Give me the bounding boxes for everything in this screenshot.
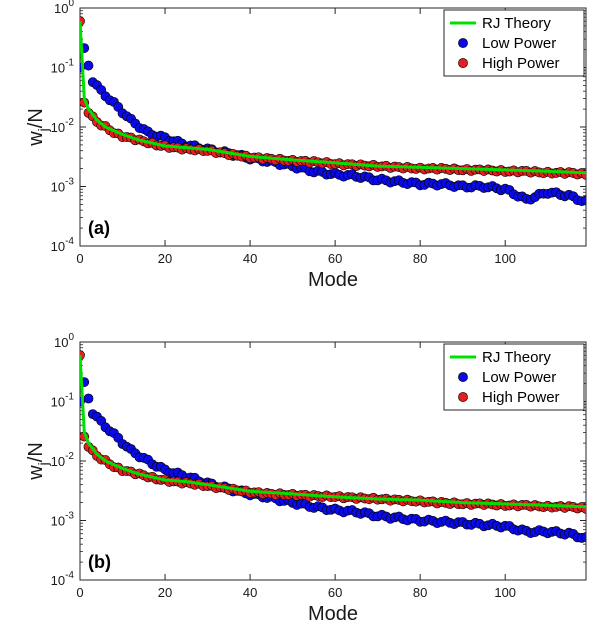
rj-theory-line: [80, 355, 586, 509]
y-axis-label-tail: /N: [25, 108, 47, 128]
y-tick-base: 10: [51, 61, 65, 76]
y-tick-base: 10: [51, 454, 65, 469]
low-power-point: [581, 532, 586, 542]
x-tick-label: 80: [413, 585, 427, 600]
x-tick-label: 40: [243, 251, 257, 266]
y-tick-label: 10-1: [51, 392, 75, 410]
x-tick-label: 100: [494, 585, 516, 600]
y-tick-exponent: -2: [65, 117, 74, 128]
plot-content: [80, 16, 586, 206]
rj-theory-line: [80, 21, 586, 175]
panel-label: (b): [88, 552, 111, 572]
y-tick-label: 10-4: [51, 570, 75, 588]
low-power-point: [581, 195, 586, 206]
y-tick-label: 100: [54, 332, 74, 350]
low-power-point: [83, 60, 94, 71]
y-axis-label: wj/N: [25, 442, 51, 481]
panel-label: (a): [88, 218, 110, 238]
x-tick-label: 0: [76, 585, 83, 600]
y-tick-label: 100: [54, 0, 74, 16]
y-tick-base: 10: [51, 395, 65, 410]
x-axis-label: Mode: [308, 269, 358, 291]
y-axis-label-sub: j: [35, 462, 51, 466]
legend: RJ Theory Low Power High Power: [443, 343, 585, 411]
y-tick-base: 10: [51, 573, 65, 588]
y-axis-label: wj/N: [25, 108, 51, 147]
x-tick-label: 60: [328, 251, 342, 266]
y-tick-label: 10-3: [51, 511, 75, 529]
x-tick-label: 20: [158, 585, 172, 600]
y-tick-exponent: -4: [65, 570, 74, 581]
legend-label: Low Power: [482, 369, 556, 386]
y-tick-label: 10-2: [51, 451, 75, 469]
y-tick-exponent: -4: [65, 236, 74, 247]
x-tick-label: 40: [243, 585, 257, 600]
y-tick-exponent: -3: [65, 177, 74, 188]
y-axis-label-main: w: [25, 465, 47, 481]
legend-label: High Power: [482, 389, 560, 406]
y-tick-label: 10-2: [51, 117, 75, 135]
y-tick-base: 10: [51, 514, 65, 529]
y-tick-label: 10-3: [51, 177, 75, 195]
y-tick-base: 10: [54, 1, 68, 16]
low-power-point: [83, 393, 94, 404]
y-tick-exponent: -3: [65, 511, 74, 522]
legend-label: RJ Theory: [482, 349, 551, 366]
y-tick-exponent: -1: [65, 392, 74, 403]
legend-swatch-marker: [458, 58, 468, 68]
y-tick-base: 10: [51, 120, 65, 135]
legend-swatch-marker: [458, 38, 468, 48]
y-axis-label-sub: j: [35, 128, 51, 132]
y-tick-base: 10: [54, 335, 68, 350]
y-tick-exponent: 0: [68, 0, 74, 9]
x-tick-label: 20: [158, 251, 172, 266]
y-tick-exponent: -2: [65, 451, 74, 462]
legend-swatch-marker: [458, 372, 468, 382]
x-tick-label: 80: [413, 251, 427, 266]
x-tick-label: 100: [494, 251, 516, 266]
y-tick-label: 10-1: [51, 58, 75, 76]
y-tick-label: 10-4: [51, 236, 75, 254]
legend-label: Low Power: [482, 35, 556, 52]
legend: RJ Theory Low Power High Power: [443, 9, 585, 77]
legend-label: RJ Theory: [482, 15, 551, 32]
y-axis-label-main: w: [25, 131, 47, 147]
x-tick-label: 0: [76, 251, 83, 266]
legend-label: High Power: [482, 55, 560, 72]
plot-content: [80, 350, 586, 543]
y-tick-exponent: 0: [68, 332, 74, 343]
y-axis-label-tail: /N: [25, 442, 47, 462]
y-tick-base: 10: [51, 239, 65, 254]
legend-swatch-marker: [458, 392, 468, 402]
y-tick-base: 10: [51, 180, 65, 195]
y-tick-exponent: -1: [65, 58, 74, 69]
x-axis-label: Mode: [308, 603, 358, 625]
x-tick-label: 60: [328, 585, 342, 600]
